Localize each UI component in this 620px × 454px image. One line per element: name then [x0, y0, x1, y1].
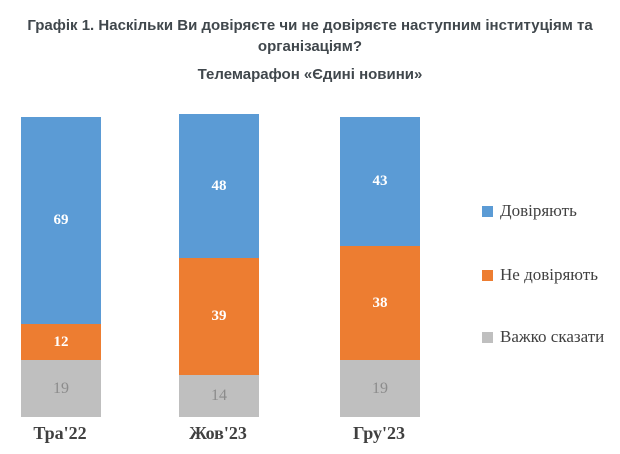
- legend-swatch-distrust-icon: [482, 269, 493, 281]
- segment-trust-zhov23: 48: [179, 114, 259, 258]
- segment-hard-to-say-zhov23: 14: [179, 375, 259, 417]
- segment-hard-to-say-hru23: 19: [340, 360, 420, 417]
- x-axis-label-hru23: Гру'23: [352, 423, 406, 443]
- legend-swatch-hard-to-say-icon: [482, 331, 493, 343]
- stacked-bar-zhov23: 48 39 14: [179, 114, 259, 417]
- legend-item-distrust: Не довіряють: [482, 265, 598, 285]
- segment-trust-tra22: 69: [21, 117, 101, 324]
- x-axis-label-zhov23: Жов'23: [189, 423, 247, 443]
- stacked-bar-tra22: 69 12 19: [21, 117, 101, 417]
- value-label-trust-tra22: 69: [53, 212, 69, 228]
- stacked-bar-hru23: 43 38 19: [340, 117, 420, 417]
- segment-distrust-zhov23: 39: [179, 258, 259, 375]
- value-label-hard-to-say-hru23: 19: [372, 379, 388, 397]
- segment-hard-to-say-tra22: 19: [21, 360, 101, 417]
- value-label-hard-to-say-tra22: 19: [53, 379, 69, 397]
- legend-item-hard-to-say: Важко сказати: [482, 327, 604, 347]
- x-axis-label-tra22: Тра'22: [33, 423, 87, 443]
- value-label-trust-zhov23: 48: [211, 177, 227, 194]
- chart-title-line-1: Графік 1. Наскільки Ви довіряєте чи не д…: [27, 17, 593, 34]
- legend: Довіряють Не довіряють Важко сказати: [482, 0, 620, 454]
- legend-label-hard-to-say: Важко сказати: [500, 327, 605, 346]
- chart-title-line-2: організаціям?: [257, 38, 363, 55]
- value-label-trust-hru23: 43: [372, 173, 388, 189]
- chart-header: Графік 1. Наскільки Ви довіряєте чи не д…: [0, 0, 620, 85]
- legend-item-trust: Довіряють: [482, 201, 577, 221]
- value-label-distrust-zhov23: 39: [211, 308, 227, 324]
- segment-distrust-hru23: 38: [340, 246, 420, 360]
- value-label-hard-to-say-zhov23: 14: [211, 387, 227, 404]
- legend-label-trust: Довіряють: [500, 201, 577, 220]
- legend-label-distrust: Не довіряють: [500, 265, 598, 284]
- segment-trust-hru23: 43: [340, 117, 420, 246]
- legend-swatch-trust-icon: [482, 205, 493, 217]
- value-label-distrust-tra22: 12: [53, 333, 69, 350]
- chart-subtitle: Телемарафон «Єдині новини»: [197, 66, 423, 83]
- segment-distrust-tra22: 12: [21, 324, 101, 360]
- value-label-distrust-hru23: 38: [372, 294, 388, 311]
